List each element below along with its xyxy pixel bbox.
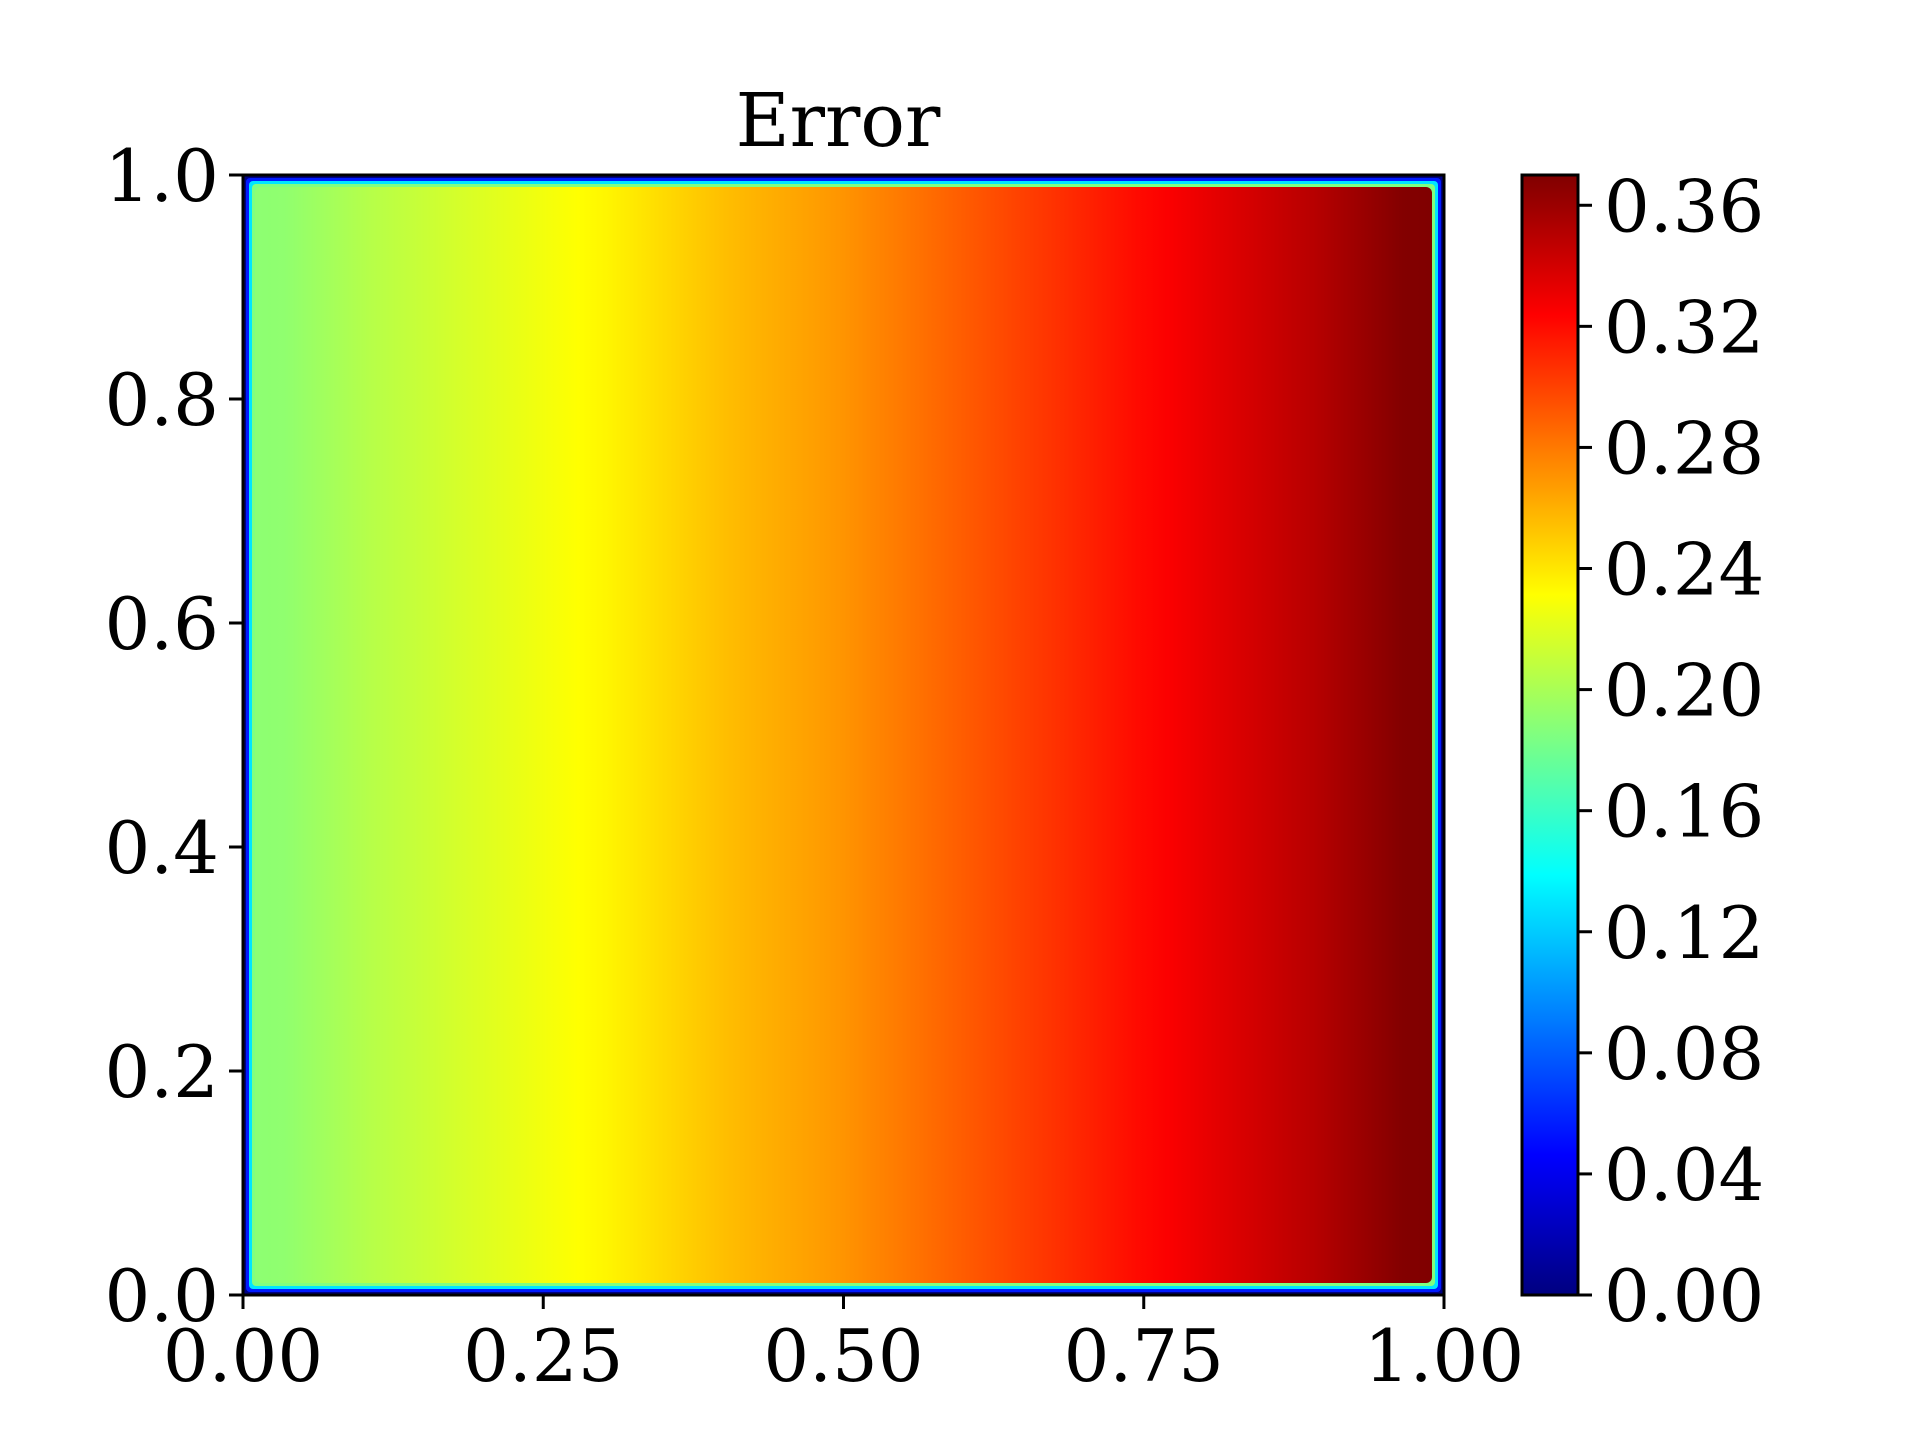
y-tick-label: 0.4 <box>104 806 219 890</box>
colorbar-tick-label: 0.24 <box>1604 528 1764 612</box>
colorbar-tick-label: 0.04 <box>1604 1133 1764 1217</box>
chart-title: Error <box>736 78 941 164</box>
colorbar-frame <box>1520 173 1580 1297</box>
heatmap-field <box>243 175 1444 1295</box>
y-axis: 0.0 0.2 0.4 0.6 0.8 1.0 <box>104 134 243 1338</box>
y-tick-label: 0.2 <box>104 1030 219 1114</box>
error-field <box>255 187 1432 1283</box>
x-tick-label: 0.25 <box>463 1314 623 1398</box>
y-tick-label: 0.8 <box>104 358 219 442</box>
x-tick-label: 0.00 <box>163 1314 323 1398</box>
colorbar-tick-label: 0.00 <box>1604 1254 1764 1338</box>
x-tick-label: 1.00 <box>1364 1314 1524 1398</box>
y-tick-label: 0.6 <box>104 582 219 666</box>
colorbar-tick-label: 0.08 <box>1604 1012 1764 1096</box>
colorbar-tick-label: 0.32 <box>1604 285 1764 369</box>
colorbar-tick-label: 0.36 <box>1604 164 1764 248</box>
colorbar: 0.00 0.04 0.08 0.12 0.16 0.20 0.24 0.28 0.32 0.36 <box>1520 164 1764 1338</box>
colorbar-tick-label: 0.16 <box>1604 770 1764 854</box>
colorbar-gradient <box>1522 175 1578 1295</box>
colorbar-tick-label: 0.12 <box>1604 891 1764 975</box>
colorbar-tick-label: 0.28 <box>1604 406 1764 490</box>
colorbar-tick-label: 0.20 <box>1604 649 1764 733</box>
x-axis: 0.00 0.25 0.50 0.75 1.00 <box>163 1295 1524 1398</box>
x-tick-label: 0.50 <box>763 1314 923 1398</box>
y-tick-label: 0.0 <box>104 1254 219 1338</box>
y-tick-label: 1.0 <box>104 134 219 218</box>
x-tick-label: 0.75 <box>1064 1314 1224 1398</box>
